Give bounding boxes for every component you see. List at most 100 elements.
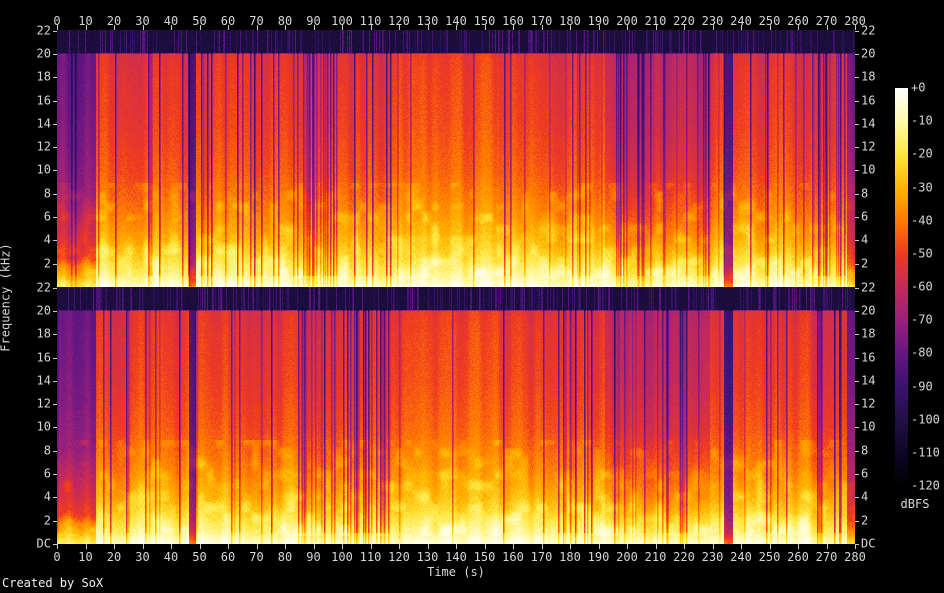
x-axis-top-tick-label: 250 [758, 14, 781, 28]
colorbar-tick-label: -90 [911, 379, 933, 393]
y-axis-left-tick-mark [53, 311, 57, 312]
x-axis-top-tick-label: 160 [502, 14, 524, 28]
y-axis-right-tick-mark [855, 521, 859, 522]
x-axis-bottom-tick-mark [485, 544, 486, 549]
x-axis-bottom-tick-label: 160 [502, 550, 524, 564]
y-axis-left-tick-label: DC [36, 536, 51, 551]
y-axis-left-tick-mark [53, 404, 57, 405]
y-axis-left-tick-label: 22 [36, 280, 51, 295]
x-axis-top-tick-mark [741, 25, 742, 30]
x-axis-bottom-tick-label: 70 [249, 550, 264, 564]
x-axis-bottom-tick-label: 230 [701, 550, 724, 564]
x-axis-top-tick-label: 30 [135, 14, 150, 28]
x-axis-bottom-tick-label: 100 [331, 550, 353, 564]
colorbar-tick-label: -20 [911, 146, 933, 161]
y-axis-left-tick-label: 6 [43, 209, 51, 224]
x-axis-bottom-tick-mark [542, 544, 543, 549]
y-axis-left-tick-mark [53, 334, 57, 335]
y-axis-right-tick-mark [855, 381, 859, 382]
x-axis-bottom-tick-mark [570, 544, 571, 549]
x-axis-bottom-tick-label: 190 [587, 550, 610, 564]
x-axis-top-tick-mark [855, 25, 856, 30]
y-axis-right-tick-label: 4 [861, 232, 869, 247]
x-axis-top-tick-mark [599, 25, 600, 30]
y-axis-right-tick-label: 20 [861, 303, 876, 318]
y-axis-right-tick-label: DC [861, 536, 876, 551]
x-axis-bottom-tick-mark [456, 544, 457, 549]
x-axis-top-tick-mark [86, 25, 87, 30]
x-axis-top-tick-mark [713, 25, 714, 30]
y-axis-right-tick-label: 22 [861, 23, 876, 38]
y-axis-left-tick-mark [53, 77, 57, 78]
y-axis-right-tick-mark [855, 358, 859, 359]
y-axis-left-tick-label: 20 [36, 46, 51, 61]
x-axis-top-tick-label: 230 [701, 14, 724, 28]
y-axis-right-tick-label: 18 [861, 326, 876, 341]
x-axis-title: Time (s) [427, 565, 485, 579]
x-axis-bottom-tick-label: 110 [359, 550, 382, 564]
colorbar-tick-label: -80 [911, 345, 933, 360]
y-axis-left-tick-mark [53, 240, 57, 241]
y-axis-right-tick-label: 2 [861, 256, 869, 271]
y-axis-left-tick-mark [53, 264, 57, 265]
x-axis-bottom-tick-mark [428, 544, 429, 549]
y-axis-left-tick-label: 8 [43, 443, 51, 458]
y-axis-right-tick-mark [855, 240, 859, 241]
y-axis-right-tick-label: 10 [861, 419, 876, 434]
x-axis-bottom-tick-mark [798, 544, 799, 549]
x-axis-top-tick-mark [513, 25, 514, 30]
x-axis-bottom-tick-mark [770, 544, 771, 549]
y-axis-right-tick-label: 16 [861, 93, 876, 107]
y-axis-left-tick-label: 22 [36, 23, 51, 38]
x-axis-top-tick-label: 130 [416, 14, 439, 28]
y-axis-right-tick-mark [855, 217, 859, 218]
x-axis-bottom-tick-label: 200 [616, 550, 638, 564]
colorbar-tick-label: -30 [911, 180, 933, 194]
y-axis-right-tick-mark [855, 497, 859, 498]
y-axis-left-tick-label: 16 [36, 93, 51, 107]
x-axis-top-tick-label: 40 [163, 14, 179, 28]
x-axis-bottom-tick-mark [599, 544, 600, 549]
spectrogram-channel-1 [57, 30, 855, 287]
y-axis-left-tick-label: 18 [36, 326, 51, 341]
x-axis-top-tick-label: 80 [277, 14, 293, 28]
y-axis-left-tick-label: 12 [36, 396, 51, 411]
y-axis-right-tick-mark [855, 427, 859, 428]
y-axis-left-tick-label: 4 [43, 489, 51, 504]
x-axis-top-tick-mark [770, 25, 771, 30]
x-axis-top-tick-label: 180 [559, 14, 581, 28]
y-axis-left-tick-label: 14 [36, 373, 51, 388]
y-axis-right-tick-label: 14 [861, 116, 876, 131]
x-axis-top-tick-mark [627, 25, 628, 30]
x-axis-bottom-tick-label: 140 [445, 550, 467, 564]
y-axis-right-tick-mark [855, 77, 859, 78]
y-axis-left-tick-mark [53, 358, 57, 359]
x-axis-top-tick-mark [314, 25, 315, 30]
x-axis-top-tick-mark [456, 25, 457, 30]
x-axis-bottom-tick-label: 20 [106, 550, 122, 564]
y-axis-left-tick-mark [53, 544, 57, 545]
y-axis-left-tick-mark [53, 217, 57, 218]
x-axis-bottom-tick-mark [855, 544, 856, 549]
x-axis-top-tick-mark [143, 25, 144, 30]
x-axis-bottom-tick-mark [57, 544, 58, 549]
y-axis-left-tick-mark [53, 147, 57, 148]
x-axis-bottom-tick-label: 180 [559, 550, 581, 564]
x-axis-top-tick-label: 140 [445, 14, 467, 28]
x-axis-top-tick-label: 110 [359, 14, 382, 28]
x-axis-bottom-tick-label: 40 [163, 550, 179, 564]
y-axis-right-tick-label: 18 [861, 69, 876, 84]
x-axis-bottom-tick-label: 50 [192, 550, 207, 564]
y-axis-left-tick-label: 4 [43, 232, 51, 247]
y-axis-right-tick-mark [855, 31, 859, 32]
y-axis-right-tick-label: 2 [861, 513, 869, 528]
y-axis-left-tick-mark [53, 288, 57, 289]
x-axis-bottom-tick-label: 150 [473, 550, 496, 564]
x-axis-bottom-tick-label: 90 [306, 550, 321, 564]
x-axis-top-tick-label: 50 [192, 14, 207, 28]
y-axis-left-tick-mark [53, 381, 57, 382]
x-axis-bottom-tick-label: 30 [135, 550, 150, 564]
x-axis-bottom-tick-label: 170 [530, 550, 553, 564]
y-axis-right-tick-label: 6 [861, 466, 869, 481]
